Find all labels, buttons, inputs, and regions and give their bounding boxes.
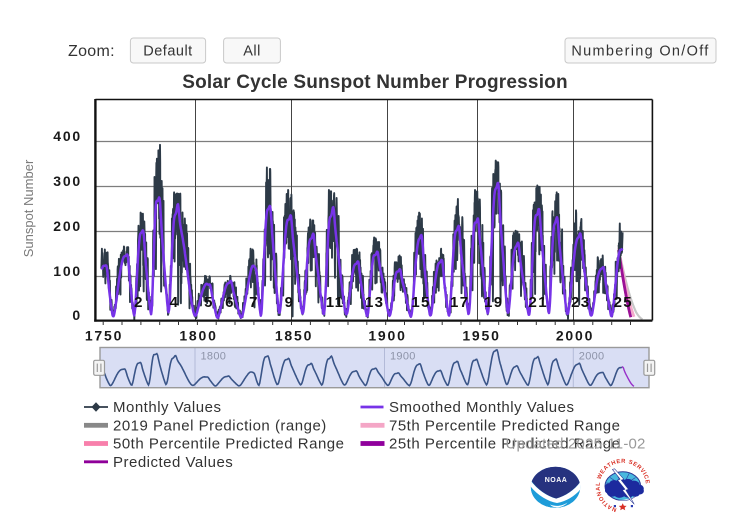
svg-text:5: 5	[204, 294, 214, 311]
svg-text:9: 9	[285, 294, 295, 311]
svg-text:4: 4	[170, 294, 180, 311]
svg-text:11: 11	[326, 294, 344, 311]
svg-text:1900: 1900	[368, 327, 406, 343]
svg-text:Smoothed Monthly Values: Smoothed Monthly Values	[389, 399, 575, 416]
svg-text:1850: 1850	[275, 327, 313, 343]
svg-text:21: 21	[529, 294, 548, 311]
svg-text:Numbering On/Off: Numbering On/Off	[571, 44, 709, 60]
svg-text:17: 17	[450, 294, 469, 311]
svg-text:1950: 1950	[462, 327, 500, 343]
svg-text:7: 7	[249, 294, 259, 311]
svg-text:50th Percentile Predicted Rang: 50th Percentile Predicted Range	[113, 436, 344, 453]
svg-text:13: 13	[365, 294, 384, 311]
svg-text:23: 23	[571, 294, 590, 311]
svg-text:100: 100	[53, 263, 82, 279]
svg-text:All: All	[243, 44, 261, 60]
svg-text:6: 6	[225, 294, 235, 311]
svg-text:Monthly Values: Monthly Values	[113, 399, 221, 416]
svg-text:1900: 1900	[390, 351, 416, 363]
svg-text:400: 400	[53, 128, 82, 144]
svg-text:2019 Panel Prediction (range): 2019 Panel Prediction (range)	[113, 418, 327, 435]
svg-text:2000: 2000	[556, 327, 594, 343]
svg-text:Predicted Values: Predicted Values	[113, 454, 233, 471]
svg-text:19: 19	[484, 294, 503, 311]
svg-text:Updated 2025-11-02: Updated 2025-11-02	[506, 436, 646, 453]
svg-text:1800: 1800	[179, 327, 217, 343]
svg-text:2000: 2000	[579, 351, 605, 363]
svg-text:1800: 1800	[201, 351, 227, 363]
svg-text:NOAA: NOAA	[545, 477, 568, 484]
svg-text:0: 0	[72, 307, 82, 323]
svg-text:1750: 1750	[85, 327, 123, 343]
svg-text:75th Percentile Predicted Rang: 75th Percentile Predicted Range	[389, 418, 620, 435]
svg-text:Zoom:: Zoom:	[68, 43, 115, 60]
svg-text:25: 25	[614, 294, 633, 311]
svg-text:25th Percentile Predicted Rang: 25th Percentile Predicted Range	[389, 436, 620, 453]
svg-text:Sunspot Number: Sunspot Number	[21, 159, 36, 257]
svg-text:300: 300	[53, 173, 82, 189]
svg-text:2: 2	[134, 294, 144, 311]
svg-text:200: 200	[53, 218, 82, 234]
svg-text:Solar Cycle Sunspot Number Pro: Solar Cycle Sunspot Number Progression	[182, 72, 568, 93]
svg-text:Default: Default	[143, 44, 192, 60]
svg-text:15: 15	[411, 294, 430, 311]
